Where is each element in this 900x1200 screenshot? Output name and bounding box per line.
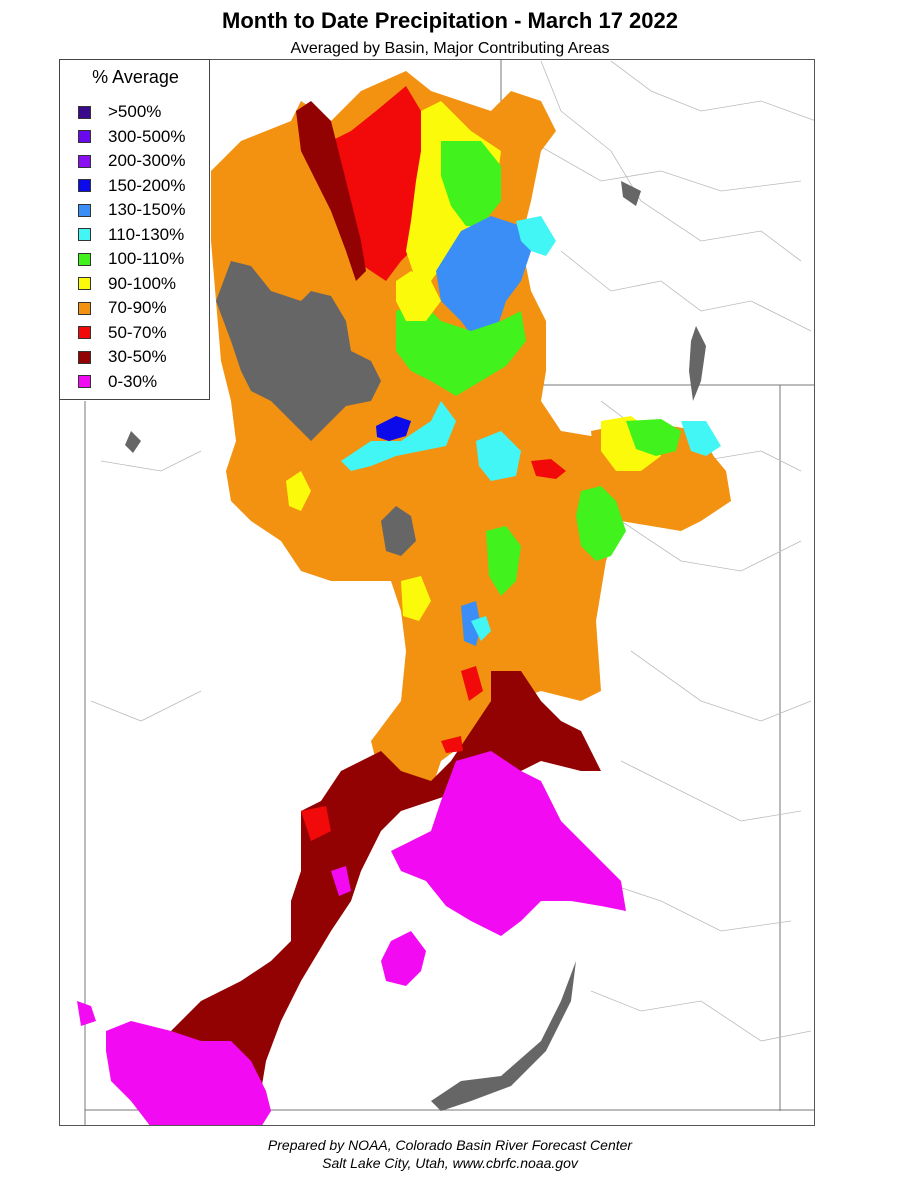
legend: % Average >500% 300-500% 200-300% 150-200% 1…: [59, 59, 210, 400]
map-title: Month to Date Precipitation - March 17 2…: [222, 8, 678, 33]
legend-swatch: [78, 228, 91, 241]
basin-region-110-130-south: [471, 616, 491, 641]
legend-item: 150-200%: [78, 176, 186, 196]
legend-item: 300-500%: [78, 127, 186, 147]
basin-region-110-130-central: [341, 401, 456, 471]
legend-item: 100-110%: [78, 249, 184, 269]
basin-region-90-100-south: [401, 576, 431, 621]
basin-region-90-100-west: [286, 471, 311, 511]
legend-label: 150-200%: [108, 175, 186, 195]
legend-swatch: [78, 301, 91, 315]
legend-label: 0-30%: [108, 371, 158, 391]
legend-item: 200-300%: [78, 151, 186, 171]
legend-item: 50-70%: [78, 323, 167, 343]
basin-region-0-30-south-3: [331, 866, 351, 896]
basin-region-30-50-south: [171, 671, 601, 1091]
basin-region-70-90: [211, 71, 731, 801]
legend-swatch: [78, 130, 91, 143]
legend-item: 30-50%: [78, 347, 167, 367]
legend-label: 70-90%: [108, 298, 167, 317]
footer-line-1: Prepared by NOAA, Colorado Basin River F…: [267, 1137, 633, 1153]
basin-regions: [77, 71, 731, 1125]
basin-region-100-110-central: [396, 301, 526, 396]
legend-item: 90-100%: [78, 274, 176, 294]
footer-line-2: Salt Lake City, Utah, www.cbrfc.noaa.gov: [322, 1155, 578, 1171]
basin-region-50-70-south: [301, 806, 331, 841]
basin-region-100-110-south: [486, 526, 521, 596]
basin-region-130-150-north: [436, 216, 531, 341]
legend-swatch: [78, 277, 91, 290]
legend-swatch: [78, 252, 91, 266]
legend-label: 300-500%: [108, 126, 186, 146]
legend-item: 70-90%: [78, 298, 167, 318]
basin-region-110-130-central-2: [476, 431, 521, 481]
basin-region-0-30-west-tip: [77, 1001, 96, 1026]
basin-region-30-50-north: [296, 101, 366, 281]
legend-swatch: [78, 375, 91, 388]
basin-region-100-110-east: [626, 419, 681, 456]
legend-swatch: [78, 154, 91, 168]
basin-region-50-70-south-3: [441, 736, 463, 753]
no-data-area-3: [381, 506, 416, 556]
legend-label: 100-110%: [108, 249, 185, 268]
legend-label: 110-130%: [108, 224, 185, 244]
legend-swatch: [78, 326, 91, 339]
basin-region-150-200: [376, 416, 411, 441]
legend-swatch: [78, 350, 91, 364]
legend-swatch: [78, 105, 91, 119]
legend-label: >500%: [108, 102, 162, 121]
legend-item: 130-150%: [78, 200, 186, 220]
basin-region-50-70-south-2: [461, 666, 483, 701]
legend-item: 110-130%: [78, 225, 184, 245]
legend-label: 50-70%: [108, 322, 167, 342]
legend-label: 90-100%: [108, 273, 177, 293]
basin-region-0-30-south-2: [381, 931, 426, 986]
basin-region-110-130-north: [516, 216, 556, 256]
basin-region-130-150-south: [461, 601, 481, 646]
map-frame: [59, 59, 815, 1126]
basin-region-90-100-central: [396, 271, 441, 321]
map-subtitle: Averaged by Basin, Major Contributing Ar…: [290, 40, 610, 57]
reservoirs: [125, 181, 706, 1111]
basin-map: [77, 60, 814, 1125]
legend-swatch: [78, 203, 91, 217]
legend-swatch: [78, 179, 91, 192]
no-data-area-1: [216, 261, 381, 441]
basin-region-50-70-central: [531, 459, 566, 479]
basin-region-0-30-south: [391, 751, 626, 936]
legend-item: 0-30%: [78, 372, 157, 392]
basin-region-100-110-north: [441, 141, 501, 226]
legend-label: 200-300%: [108, 151, 186, 170]
legend-label: 30-50%: [108, 347, 167, 366]
legend-title: % Average: [92, 67, 179, 87]
basin-region-100-110-east-2: [576, 486, 626, 561]
basin-region-0-30-southwest: [106, 1021, 271, 1125]
basin-region-110-130-east: [681, 421, 721, 456]
legend-label: 130-150%: [108, 200, 186, 219]
rivers-and-counties: [90, 60, 814, 1042]
legend-item: >500%: [78, 102, 161, 122]
